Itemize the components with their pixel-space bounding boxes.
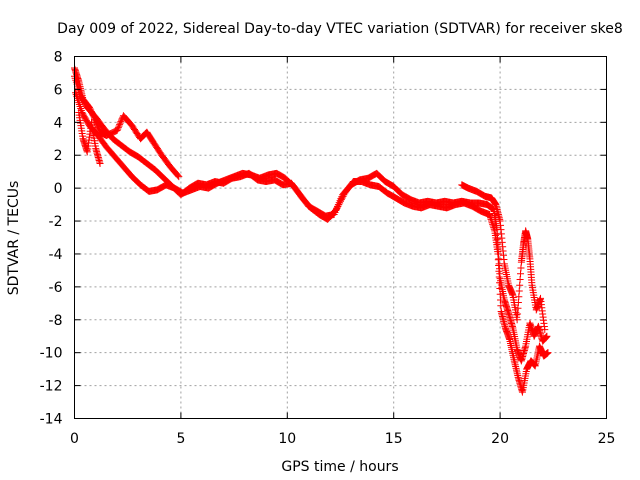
data-point bbox=[117, 118, 125, 126]
plot-frame bbox=[74, 56, 607, 419]
x-tick-label: 15 bbox=[385, 431, 403, 447]
data-point bbox=[487, 214, 495, 222]
y-tick-label: 0 bbox=[54, 181, 63, 197]
data-point bbox=[544, 349, 552, 357]
data-point bbox=[541, 326, 549, 334]
data-point bbox=[339, 192, 347, 200]
data-point bbox=[114, 125, 122, 133]
data-point bbox=[337, 197, 344, 205]
data-point bbox=[488, 217, 496, 225]
y-tick-labels: 8 6 4 2 0 -2 -4 -6 -8 -10 -12 -14 bbox=[40, 50, 63, 428]
data-point bbox=[489, 222, 497, 230]
data-point bbox=[338, 194, 346, 202]
data-points bbox=[71, 64, 552, 396]
y-tick-label: -12 bbox=[40, 379, 63, 395]
data-point bbox=[334, 202, 342, 210]
x-tick-label: 5 bbox=[176, 431, 185, 447]
y-tick-label: -8 bbox=[49, 313, 63, 329]
x-tick-label: 10 bbox=[278, 431, 296, 447]
y-axis-label: SDTVAR / TECUs bbox=[6, 181, 22, 296]
y-tick-label: 8 bbox=[54, 50, 63, 66]
chart-title: Day 009 of 2022, Sidereal Day-to-day VTE… bbox=[57, 21, 623, 37]
x-tick-labels: 0 5 10 15 20 25 bbox=[70, 431, 615, 447]
data-point bbox=[335, 201, 343, 209]
tick-layer bbox=[74, 56, 607, 419]
y-tick-label: -14 bbox=[40, 412, 63, 428]
data-point bbox=[490, 225, 498, 233]
y-tick-label: 6 bbox=[54, 82, 63, 98]
y-tick-label: 2 bbox=[54, 148, 63, 164]
y-tick-label: -10 bbox=[40, 346, 63, 362]
data-point bbox=[486, 212, 494, 220]
data-point bbox=[96, 159, 104, 167]
data-point bbox=[113, 127, 121, 135]
data-point bbox=[543, 332, 551, 340]
grid-layer bbox=[74, 56, 607, 419]
data-point bbox=[174, 172, 182, 180]
data-point bbox=[114, 124, 122, 132]
x-axis-label: GPS time / hours bbox=[281, 459, 398, 475]
y-tick-label: 4 bbox=[54, 115, 63, 131]
x-tick-label: 25 bbox=[598, 431, 616, 447]
data-point bbox=[337, 196, 345, 204]
data-point bbox=[488, 219, 496, 227]
data-point bbox=[336, 199, 344, 207]
y-tick-label: -4 bbox=[49, 247, 63, 263]
data-point bbox=[490, 224, 498, 232]
y-tick-label: -6 bbox=[49, 280, 63, 296]
data-point bbox=[485, 210, 493, 218]
data-point bbox=[115, 122, 123, 130]
data-point bbox=[333, 204, 341, 212]
data-point bbox=[489, 220, 497, 228]
data-point bbox=[116, 119, 124, 127]
data-point bbox=[487, 215, 495, 223]
data-point bbox=[175, 173, 183, 181]
data-point bbox=[332, 206, 340, 214]
x-tick-label: 0 bbox=[70, 431, 79, 447]
x-tick-label: 20 bbox=[491, 431, 509, 447]
y-tick-label: -2 bbox=[49, 214, 63, 230]
data-point bbox=[116, 121, 124, 129]
